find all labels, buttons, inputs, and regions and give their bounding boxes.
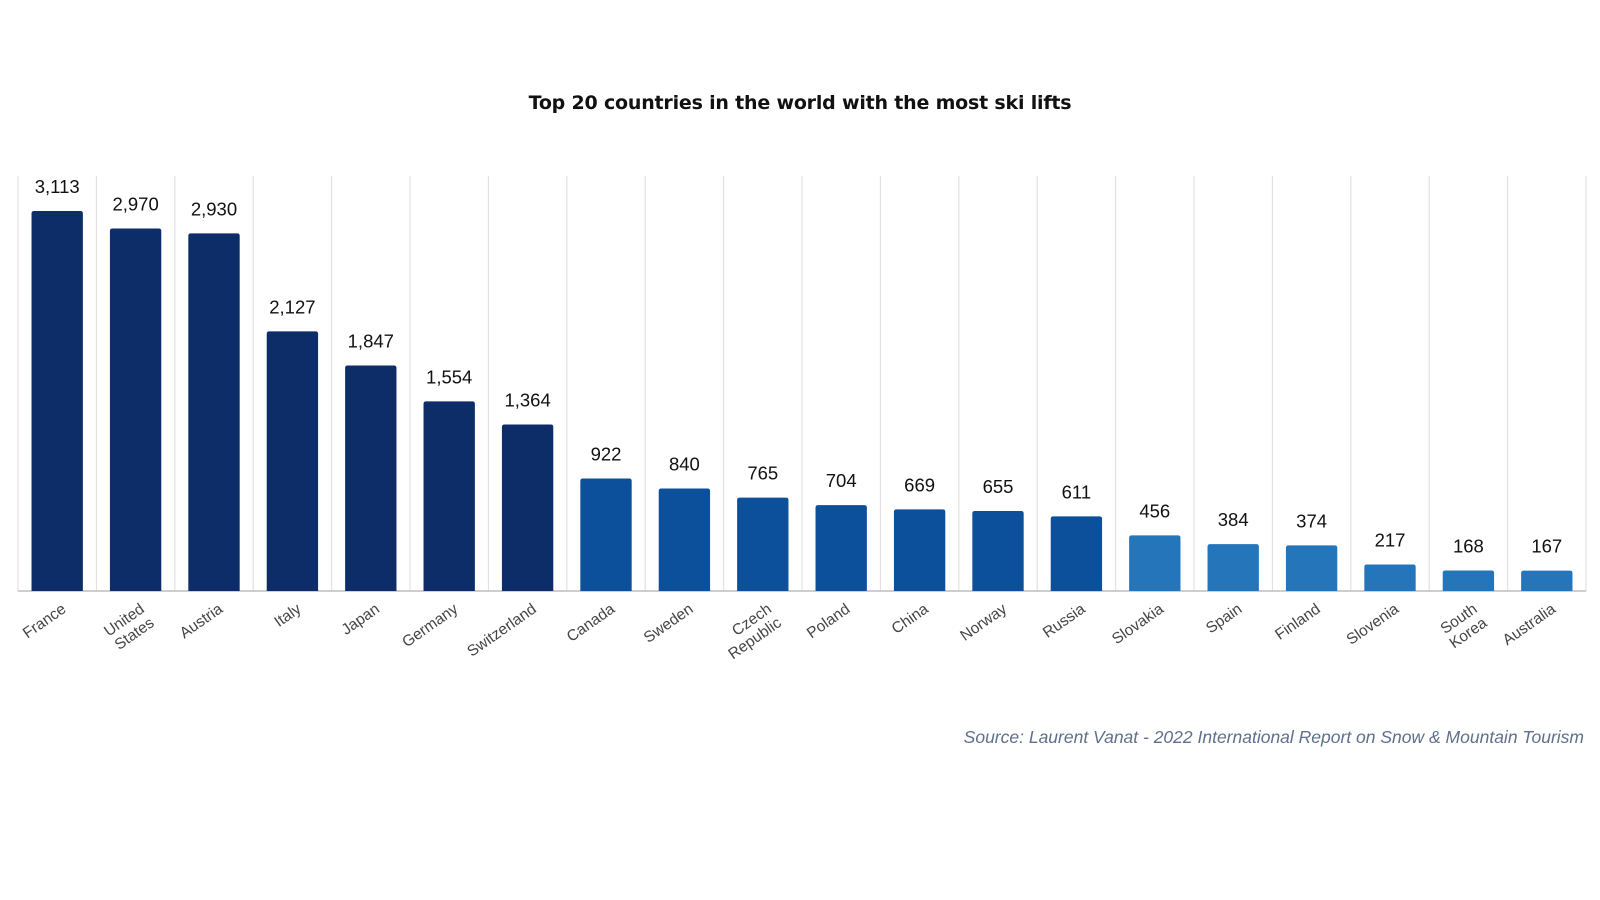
bar-poland	[815, 505, 867, 591]
value-label: 168	[1453, 535, 1484, 556]
value-label: 217	[1375, 530, 1406, 551]
bar-finland	[1285, 545, 1338, 591]
bar-russia	[1050, 516, 1103, 591]
x-tick-label-line: Sweden	[641, 601, 697, 647]
x-tick-label: Russia	[1040, 600, 1089, 641]
bar-slovenia	[1364, 564, 1416, 591]
bar-south-korea	[1442, 570, 1495, 591]
chart-title: Top 20 countries in the world with the m…	[528, 92, 1072, 114]
x-tick-label-layer: France UnitedStates Austria Italy Japan Germa…	[20, 600, 1559, 663]
x-tick-label-line: Germany	[399, 600, 461, 651]
bar-united-states	[109, 228, 162, 591]
bar-japan	[345, 365, 397, 591]
bar-slovakia	[1129, 535, 1181, 591]
x-tick-label: France	[20, 601, 69, 643]
x-tick-label: UnitedStates	[101, 600, 157, 654]
bar-france	[31, 211, 83, 591]
x-tick-label: SouthKorea	[1437, 600, 1491, 652]
x-tick-label: Finland	[1272, 601, 1323, 644]
x-tick-label: Slovakia	[1109, 600, 1167, 648]
bar-layer	[31, 211, 1573, 591]
value-label: 765	[747, 463, 778, 484]
x-tick-label: Slovenia	[1344, 600, 1403, 648]
bar-czech-republic	[737, 497, 789, 591]
value-label: 1,847	[348, 331, 394, 352]
bar-spain	[1207, 544, 1259, 591]
x-tick-label: Norway	[957, 600, 1010, 644]
x-tick-label-line: Spain	[1203, 601, 1245, 638]
x-tick-label-line: Slovakia	[1109, 600, 1167, 648]
bar-italy	[266, 331, 319, 591]
bar-australia	[1521, 570, 1573, 591]
source-note: Source: Laurent Vanat - 2022 Internation…	[963, 727, 1584, 747]
bar-canada	[580, 478, 632, 591]
value-label: 384	[1218, 509, 1249, 530]
value-label: 456	[1139, 500, 1170, 521]
bar-sweden	[658, 488, 711, 591]
x-tick-label: Germany	[399, 600, 461, 651]
x-tick-label: Poland	[804, 601, 853, 643]
x-tick-label: CzechRepublic	[716, 600, 785, 663]
bar-switzerland	[501, 424, 554, 591]
x-tick-label-line: Norway	[957, 600, 1010, 644]
x-tick-label-line: Switzerland	[464, 601, 539, 661]
x-tick-label: Switzerland	[464, 601, 539, 661]
x-tick-label-line: Poland	[804, 601, 853, 643]
x-tick-label-line: France	[20, 601, 69, 643]
bar-germany	[423, 401, 475, 591]
value-label: 669	[904, 474, 935, 495]
grid-layer	[17, 176, 1587, 592]
x-tick-label-line: Canada	[564, 600, 619, 645]
x-tick-label-line: Slovenia	[1344, 600, 1403, 648]
x-tick-label: Canada	[564, 600, 619, 645]
value-label: 922	[591, 443, 622, 464]
x-tick-label: Sweden	[641, 601, 697, 647]
value-label: 704	[826, 470, 857, 491]
x-tick-label: China	[889, 600, 932, 637]
value-label: 167	[1531, 536, 1562, 557]
value-label: 655	[983, 476, 1014, 497]
value-label: 840	[669, 453, 700, 474]
value-label: 1,554	[426, 366, 472, 387]
x-tick-label-line: Russia	[1040, 600, 1089, 641]
x-tick-label: Japan	[338, 601, 382, 639]
bar-norway	[972, 511, 1024, 591]
value-label: 1,364	[504, 390, 550, 411]
x-tick-label-line: Austria	[177, 600, 227, 642]
value-label: 2,930	[191, 198, 237, 219]
x-tick-label-line: Japan	[338, 601, 382, 639]
x-tick-label-line: Finland	[1272, 601, 1323, 644]
x-tick-label-line: China	[889, 600, 932, 637]
bar-austria	[188, 233, 240, 591]
x-tick-label: Spain	[1203, 601, 1245, 638]
value-label-layer: 3,113 2,970 2,930 2,127 1,847 1,554 1,364 922 84…	[35, 176, 1563, 557]
x-tick-label-line: Australia	[1500, 600, 1559, 649]
value-label: 2,970	[112, 193, 158, 214]
x-tick-label-line: Italy	[271, 600, 304, 630]
bar-china	[893, 509, 946, 591]
value-label: 374	[1296, 510, 1327, 531]
x-tick-label: Australia	[1500, 600, 1559, 649]
x-tick-label: Italy	[271, 600, 304, 630]
value-label: 2,127	[269, 296, 315, 317]
x-tick-label: Austria	[177, 600, 227, 642]
value-label: 611	[1062, 481, 1092, 502]
value-label: 3,113	[35, 176, 80, 197]
